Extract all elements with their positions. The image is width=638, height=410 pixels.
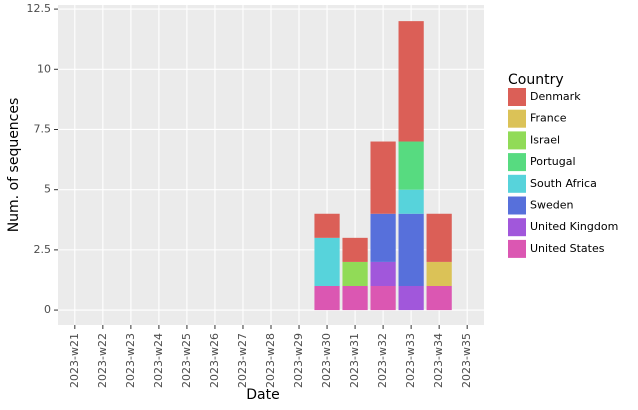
x-tick-label: 2023-w31 — [348, 333, 361, 388]
bar-segment — [370, 213, 396, 262]
bar-segment — [314, 237, 340, 286]
y-tick-label: 7.5 — [34, 122, 52, 135]
x-tick-label: 2023-w28 — [264, 333, 277, 388]
legend-label: Sweden — [530, 199, 573, 212]
legend-key — [508, 174, 526, 193]
bar-segment — [314, 213, 340, 238]
bar-segment — [398, 213, 424, 286]
legend-key — [508, 153, 526, 172]
x-tick-label: 2023-w21 — [68, 333, 81, 388]
bar-segment — [342, 261, 368, 286]
x-tick-label: 2023-w29 — [292, 333, 305, 388]
x-tick-label: 2023-w34 — [432, 333, 445, 388]
legend-key — [508, 218, 526, 237]
x-tick-label: 2023-w33 — [404, 333, 417, 388]
y-tick-label: 12.5 — [27, 2, 52, 15]
bar-segment — [342, 237, 368, 262]
x-tick-label: 2023-w32 — [376, 333, 389, 388]
x-tick-label: 2023-w35 — [460, 333, 473, 388]
bar-segment — [398, 285, 424, 311]
y-axis-title: Num. of sequences — [6, 98, 22, 233]
bar-segment — [370, 285, 396, 311]
legend-label: Israel — [530, 133, 560, 146]
legend-label: Portugal — [530, 155, 576, 168]
legend-label: Denmark — [530, 90, 581, 103]
bar-segment — [426, 285, 452, 311]
x-tick-label: 2023-w25 — [180, 333, 193, 388]
x-axis-title: Date — [246, 387, 279, 403]
y-tick-label: 2.5 — [34, 243, 52, 256]
legend-label: United States — [530, 242, 605, 255]
bar-segment — [398, 189, 424, 214]
legend-label: United Kingdom — [530, 220, 618, 233]
bar-segment — [426, 261, 452, 286]
y-tick-label: 5 — [44, 183, 51, 196]
legend-label: France — [530, 112, 567, 125]
x-tick-label: 2023-w26 — [208, 333, 221, 388]
legend-label: South Africa — [530, 177, 597, 190]
legend-title: Country — [508, 72, 564, 88]
x-tick-label: 2023-w27 — [236, 333, 249, 388]
legend-key — [508, 196, 526, 215]
bar-segment — [370, 141, 396, 214]
legend-key — [508, 88, 526, 106]
x-tick-label: 2023-w22 — [96, 333, 109, 388]
bar-segment — [426, 213, 452, 262]
bar-segment — [342, 285, 368, 311]
legend-key — [508, 131, 526, 150]
y-tick-label: 0 — [44, 303, 51, 316]
bar-segment — [398, 141, 424, 190]
x-tick-label: 2023-w30 — [320, 333, 333, 388]
bar-segment — [398, 21, 424, 142]
x-tick-label: 2023-w23 — [124, 333, 137, 388]
bar-segment — [370, 261, 396, 286]
x-tick-label: 2023-w24 — [152, 333, 165, 388]
legend-key — [508, 239, 526, 258]
y-tick-label: 10 — [37, 62, 51, 75]
legend-key — [508, 109, 526, 128]
bar-segment — [314, 285, 340, 311]
